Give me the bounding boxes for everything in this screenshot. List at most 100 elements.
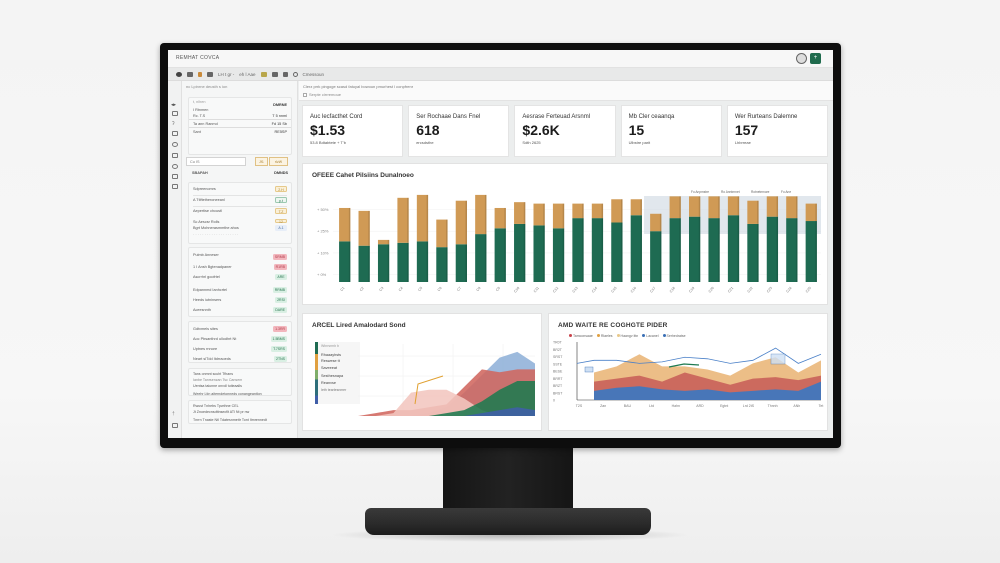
list-item[interactable]: Sc Aescsr Rolls 12	[189, 218, 291, 224]
bar-segment-top[interactable]	[533, 203, 545, 226]
bar-segment-base[interactable]	[650, 231, 662, 282]
list-item[interactable]: Aepertise chcustl T.Z	[189, 207, 291, 218]
highlight-icon[interactable]	[260, 71, 267, 77]
area-chart-right[interactable]: TR0T BR2T SRST SSTE BESE BRRT BRZT BRST 0 T2S Zan B…	[549, 314, 829, 432]
search-label[interactable]: Cmessoun	[302, 71, 325, 77]
bar-segment-top[interactable]	[591, 203, 604, 219]
sidebar-search-input[interactable]: Cu IS	[186, 157, 246, 166]
legend-item[interactable]: Haangv ittn	[616, 334, 638, 338]
area-series[interactable]	[358, 407, 535, 416]
bar-segment-top[interactable]	[514, 202, 526, 224]
area-series[interactable]	[594, 381, 821, 400]
bar-segment-base[interactable]	[591, 218, 604, 282]
list-item[interactable]: Uptnes rnnore T.7SRS	[193, 346, 287, 352]
bar-segment-base[interactable]	[339, 241, 351, 282]
bar-segment-top[interactable]	[436, 219, 448, 248]
bar-segment-top[interactable]	[805, 203, 817, 222]
bar-segment-base[interactable]	[436, 247, 448, 282]
bar-segment-top[interactable]	[572, 203, 584, 219]
trash-icon[interactable]	[172, 423, 178, 428]
kpi-card[interactable]: Mb Cler ceaanqa 15 Ulbstre parit	[620, 105, 722, 157]
search-icon[interactable]	[292, 71, 298, 77]
bar-segment-base[interactable]	[358, 245, 370, 282]
bar-segment-base[interactable]	[708, 218, 720, 282]
profile-avatar-icon[interactable]	[796, 53, 807, 64]
bar-segment-base[interactable]	[475, 234, 487, 282]
list-item[interactable]: 1 I Ansh Bgtenadpaner R1RB	[193, 264, 287, 270]
bar-segment-base[interactable]	[397, 242, 409, 282]
bar-segment-top[interactable]	[611, 199, 623, 223]
list-item[interactable]: Bgrt Mohnerasmmthe ahos A.1	[189, 224, 291, 231]
kpi-card[interactable]: Aesrase Ferteuad Arsnml $2.6K Sdth 2625	[514, 105, 616, 157]
bar-segment-base[interactable]	[611, 222, 623, 282]
bar-segment-top[interactable]	[358, 210, 370, 246]
bar-segment-base[interactable]	[630, 215, 642, 282]
list-item[interactable]: Edpannmd Ianhcrtel RRMB	[193, 287, 287, 293]
document-icon[interactable]	[172, 153, 178, 158]
kpi-card[interactable]: Auc lecfacthet Cord $1.53 53.8 Bdtabtete…	[302, 105, 404, 157]
bar-segment-base[interactable]	[727, 215, 740, 282]
tag-icon[interactable]: ʔ	[172, 121, 175, 127]
tools-icon[interactable]	[198, 71, 202, 77]
bar-segment-top[interactable]	[689, 196, 701, 217]
collapse-icon[interactable]: ◂▸	[171, 102, 177, 108]
sidebar-button-1[interactable]: Jf1	[255, 157, 268, 166]
list-item[interactable]: Aoc Pbsanthrd ullodhrt Nt 1.5BMS	[193, 336, 287, 342]
bar-segment-top[interactable]	[339, 207, 351, 242]
kpi-card[interactable]: Wer Rurteans Dalemne 157 Lhbrreae	[726, 105, 829, 157]
settings-icon[interactable]	[176, 71, 182, 77]
legend-item[interactable]: Rlaeles	[596, 334, 613, 338]
report-icon[interactable]	[172, 184, 178, 189]
list-item[interactable]: Ascrrhrl goofrtel ARE	[189, 273, 291, 286]
bar-segment-base[interactable]	[766, 216, 779, 282]
bar-segment-base[interactable]	[416, 241, 429, 282]
add-button[interactable]: +	[810, 53, 821, 64]
checkbox[interactable]	[303, 92, 307, 97]
bar-segment-base[interactable]	[455, 244, 467, 282]
area-series[interactable]	[358, 389, 535, 416]
bar-segment-base[interactable]	[494, 228, 506, 282]
chart-icon[interactable]	[271, 71, 278, 77]
area-series[interactable]	[358, 381, 535, 416]
bar-segment-top[interactable]	[377, 239, 390, 245]
bar-segment-base[interactable]	[377, 244, 390, 282]
bar-segment-base[interactable]	[572, 218, 584, 282]
grid-icon[interactable]	[187, 71, 193, 77]
bar-segment-top[interactable]	[708, 196, 720, 219]
legend-item[interactable]: Lacanel	[642, 334, 659, 338]
bar-segment-top[interactable]	[747, 200, 759, 224]
bar-segment-top[interactable]	[397, 197, 409, 243]
bar-segment-top[interactable]	[416, 194, 429, 242]
bar-segment-top[interactable]	[630, 199, 642, 216]
bar-segment-top[interactable]	[669, 196, 681, 219]
area-chart-left[interactable]	[303, 314, 543, 432]
bar-segment-base[interactable]	[533, 225, 545, 282]
bar-segment-top[interactable]	[727, 196, 740, 216]
bar-segment-top[interactable]	[786, 196, 798, 219]
list-item[interactable]: Pulmb Anneser SRMB	[193, 253, 287, 260]
image-icon[interactable]	[282, 71, 288, 77]
list-item[interactable]: Neart slTdd Itdrraoeds 2TNS	[193, 356, 287, 362]
kpi-card[interactable]: Ser Rochaae Dans Fnel 618 ercsdsthe	[408, 105, 510, 157]
list-item[interactable]: A Ttlftetheroneeanl p.t	[189, 196, 291, 206]
line-series[interactable]	[576, 347, 822, 364]
calendar-icon[interactable]	[172, 174, 178, 179]
bar-segment-top[interactable]	[455, 200, 467, 245]
bar-segment-top[interactable]	[766, 196, 779, 217]
bar-segment-base[interactable]	[669, 218, 681, 282]
sidebar-button-2[interactable]: rIzW	[269, 157, 288, 166]
bar-segment-top[interactable]	[650, 213, 662, 232]
gear-icon[interactable]	[172, 164, 178, 169]
bar-segment-base[interactable]	[805, 221, 817, 282]
home-icon[interactable]	[172, 111, 178, 116]
bar-segment-base[interactable]	[514, 223, 526, 282]
bar-segment-top[interactable]	[494, 207, 506, 229]
users-icon[interactable]	[172, 142, 178, 147]
list-item[interactable]: Aceesnnth DARE	[193, 307, 287, 313]
toolbar-text-1[interactable]: LH t gr -	[218, 71, 235, 77]
toolbar-text-2[interactable]: eh l Aae	[239, 71, 256, 77]
list-item[interactable]: Gdtvmels sites 1.3RR	[193, 326, 287, 332]
layout-icon[interactable]	[207, 71, 213, 77]
list-item[interactable]: Sdpreenomrs 2.H	[189, 185, 291, 195]
bar-segment-base[interactable]	[786, 218, 798, 282]
